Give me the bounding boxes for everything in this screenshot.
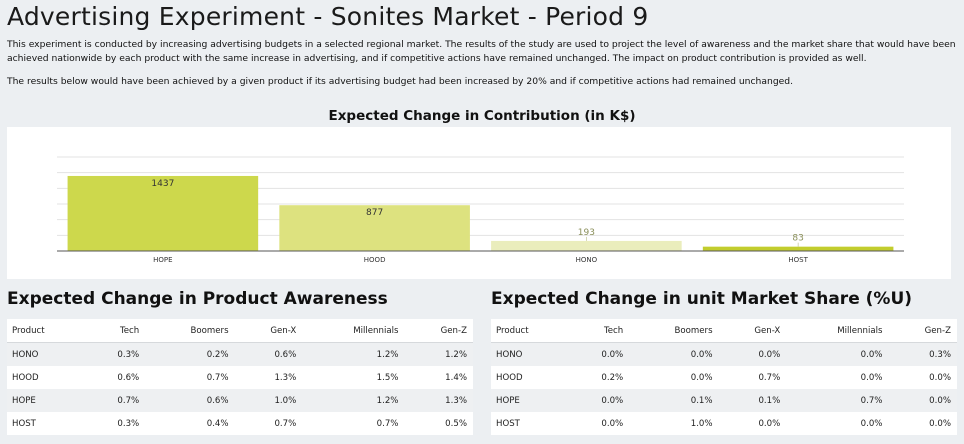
contribution-chart-panel: 1437 HOPE 877 HOOD 193 HONO 83 HOST	[7, 127, 951, 279]
value-cell: 0.0%	[568, 342, 630, 366]
market-share-col-header: Gen-Z	[888, 319, 957, 343]
value-cell: 0.0%	[629, 366, 719, 389]
data-label: 877	[366, 208, 383, 218]
awareness-col-header: Millennials	[302, 319, 405, 343]
value-cell: 1.2%	[404, 342, 473, 366]
bar	[67, 175, 259, 251]
value-cell: 1.3%	[404, 389, 473, 412]
value-cell: 0.0%	[786, 412, 889, 435]
awareness-col-header: Gen-X	[234, 319, 303, 343]
value-cell: 1.5%	[302, 366, 405, 389]
intro-paragraph: This experiment is conducted by increasi…	[7, 39, 956, 64]
market-share-col-header: Tech	[568, 319, 630, 343]
value-cell: 0.7%	[145, 366, 235, 389]
table-row: HOST 0.3% 0.4% 0.7% 0.7% 0.5%	[7, 412, 473, 435]
value-cell: 0.1%	[629, 389, 719, 412]
value-cell: 0.3%	[888, 342, 957, 366]
awareness-header-row: Product Tech Boomers Gen-X Millennials Gen-Z	[7, 319, 473, 343]
value-cell: 0.0%	[888, 389, 957, 412]
awareness-col-header: Gen-Z	[404, 319, 473, 343]
market-share-section-title: Expected Change in unit Market Share (%U…	[491, 289, 913, 309]
awareness-col-header: Boomers	[145, 319, 235, 343]
x-tick-label: HOPE	[153, 256, 172, 264]
value-cell: 1.0%	[234, 389, 303, 412]
x-tick-label: HOOD	[364, 256, 386, 264]
value-cell: 0.0%	[718, 412, 787, 435]
value-cell: 0.2%	[145, 342, 235, 366]
value-cell: 0.0%	[629, 342, 719, 366]
value-cell: 0.0%	[718, 342, 787, 366]
value-cell: 0.5%	[404, 412, 473, 435]
value-cell: 0.0%	[888, 412, 957, 435]
product-name-cell: HOOD	[7, 366, 85, 389]
value-cell: 0.0%	[568, 389, 630, 412]
market-share-header-row: Product Tech Boomers Gen-X Millennials Gen-Z	[491, 319, 957, 343]
market-share-col-header: Gen-X	[718, 319, 787, 343]
value-cell: 1.3%	[234, 366, 303, 389]
value-cell: 0.0%	[786, 342, 889, 366]
value-cell: 1.2%	[302, 389, 405, 412]
value-cell: 0.7%	[718, 366, 787, 389]
table-row: HONO 0.3% 0.2% 0.6% 1.2% 1.2%	[7, 342, 473, 366]
product-name-cell: HONO	[7, 342, 85, 366]
market-share-table: Product Tech Boomers Gen-X Millennials Gen-Z …	[491, 319, 957, 435]
market-share-table-body: HONO 0.0% 0.0% 0.0% 0.0% 0.3% HOOD 0.2% 0.0% 0.7%…	[491, 342, 957, 435]
awareness-col-header: Product	[7, 319, 85, 343]
data-label: 193	[578, 228, 595, 238]
product-name-cell: HOST	[7, 412, 85, 435]
value-cell: 0.3%	[84, 342, 146, 366]
table-row: HOPE 0.7% 0.6% 1.0% 1.2% 1.3%	[7, 389, 473, 412]
value-cell: 1.0%	[629, 412, 719, 435]
value-cell: 0.6%	[84, 366, 146, 389]
contribution-chart: 1437 HOPE 877 HOOD 193 HONO 83 HOST	[57, 156, 904, 264]
value-cell: 0.0%	[786, 366, 889, 389]
product-name-cell: HOOD	[491, 366, 569, 389]
bar	[279, 205, 470, 251]
value-cell: 0.4%	[145, 412, 235, 435]
awareness-table: Product Tech Boomers Gen-X Millennials Gen-Z …	[7, 319, 473, 435]
product-name-cell: HOPE	[491, 389, 569, 412]
awareness-table-body: HONO 0.3% 0.2% 0.6% 1.2% 1.2% HOOD 0.6% 0.7% 1.3%…	[7, 342, 473, 435]
product-name-cell: HOPE	[7, 389, 85, 412]
table-row: HONO 0.0% 0.0% 0.0% 0.0% 0.3%	[491, 342, 957, 366]
value-cell: 0.2%	[568, 366, 630, 389]
table-row: HOOD 0.2% 0.0% 0.7% 0.0% 0.0%	[491, 366, 957, 389]
market-share-col-header: Boomers	[629, 319, 719, 343]
table-row: HOST 0.0% 1.0% 0.0% 0.0% 0.0%	[491, 412, 957, 435]
x-tick-label: HOST	[788, 256, 808, 264]
value-cell: 0.3%	[84, 412, 146, 435]
chart-title: Expected Change in Contribution (in K$)	[328, 108, 636, 124]
market-share-col-header: Millennials	[786, 319, 889, 343]
bar	[702, 246, 894, 251]
market-share-col-header: Product	[491, 319, 569, 343]
value-cell: 1.2%	[302, 342, 405, 366]
product-name-cell: HONO	[491, 342, 569, 366]
note-paragraph: The results below would have been achiev…	[7, 76, 794, 87]
x-tick-label: HONO	[576, 256, 598, 264]
value-cell: 0.7%	[234, 412, 303, 435]
awareness-col-header: Tech	[84, 319, 146, 343]
awareness-section-title: Expected Change in Product Awareness	[7, 289, 388, 309]
table-row: HOPE 0.0% 0.1% 0.1% 0.7% 0.0%	[491, 389, 957, 412]
value-cell: 0.7%	[84, 389, 146, 412]
page-title: Advertising Experiment - Sonites Market …	[7, 2, 649, 31]
value-cell: 0.7%	[786, 389, 889, 412]
data-label: 1437	[151, 179, 174, 189]
value-cell: 1.4%	[404, 366, 473, 389]
product-name-cell: HOST	[491, 412, 569, 435]
value-cell: 0.6%	[234, 342, 303, 366]
data-label: 83	[792, 234, 803, 244]
bar	[491, 240, 682, 251]
value-cell: 0.0%	[568, 412, 630, 435]
table-row: HOOD 0.6% 0.7% 1.3% 1.5% 1.4%	[7, 366, 473, 389]
value-cell: 0.0%	[888, 366, 957, 389]
value-cell: 0.7%	[302, 412, 405, 435]
value-cell: 0.1%	[718, 389, 787, 412]
value-cell: 0.6%	[145, 389, 235, 412]
